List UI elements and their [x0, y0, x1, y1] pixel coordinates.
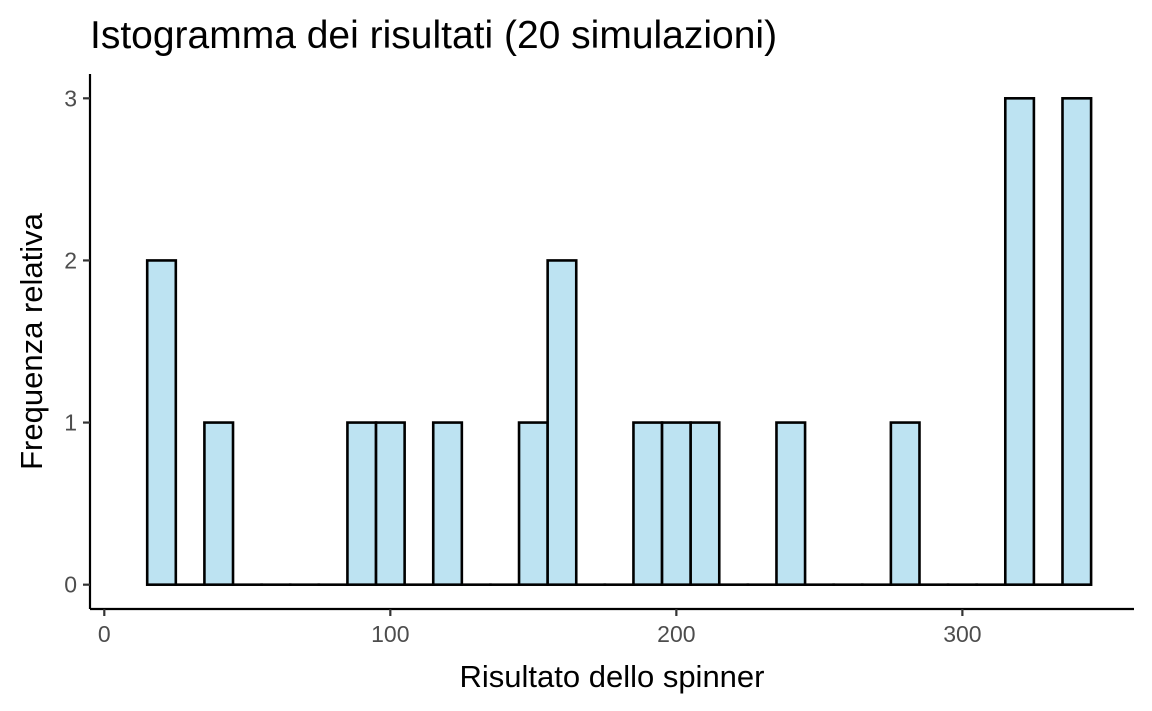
x-tick-label: 200 [657, 621, 695, 647]
chart-title: Istogramma dei risultati (20 simulazioni… [90, 14, 777, 57]
histogram-bar [660, 421, 692, 586]
y-axis-ticks: 0 1 2 3 [64, 85, 90, 598]
histogram-bar [632, 421, 664, 586]
histogram-bar [346, 421, 378, 586]
y-tick-label: 1 [64, 410, 77, 436]
y-tick-label: 2 [64, 247, 77, 273]
x-axis-title: Risultato dello spinner [459, 659, 764, 694]
histogram-bar [775, 421, 807, 586]
y-tick-label: 0 [64, 572, 77, 598]
histogram-bar [374, 421, 406, 586]
y-tick-label: 3 [64, 85, 77, 111]
x-tick-label: 0 [98, 621, 111, 647]
x-tick-label: 100 [371, 621, 409, 647]
histogram-bar [1061, 97, 1093, 586]
histogram-bar [203, 421, 235, 586]
histogram-bar [889, 421, 921, 586]
x-tick-label: 300 [943, 621, 981, 647]
y-axis-title: Frequenza relativa [14, 212, 49, 470]
bars-group [145, 97, 1093, 586]
x-axis-ticks: 0 100 200 300 [98, 609, 982, 647]
histogram-bar [1003, 97, 1036, 586]
histogram-bar [431, 421, 464, 586]
histogram-bar [145, 259, 178, 586]
histogram-bar [517, 421, 549, 586]
histogram-bar [689, 421, 721, 586]
histogram-bar [546, 259, 578, 586]
